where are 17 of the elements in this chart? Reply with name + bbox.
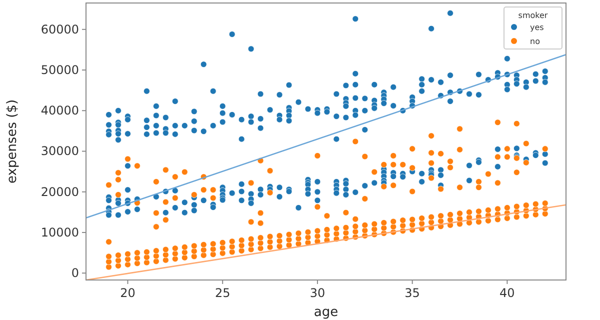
legend-title: smoker xyxy=(518,11,548,20)
x-tick-label: 25 xyxy=(214,286,230,300)
y-tick-label: 20000 xyxy=(40,184,79,199)
y-tick-label: 30000 xyxy=(40,144,79,158)
x-tick-label: 35 xyxy=(404,286,420,300)
y-tick-label: 50000 xyxy=(40,63,79,78)
legend-label: no xyxy=(530,37,540,46)
y-tick-label: 0 xyxy=(71,266,79,280)
x-tick-label: 20 xyxy=(120,286,136,300)
y-axis-title: expenses ($) xyxy=(5,99,20,184)
y-tick-label: 60000 xyxy=(40,22,79,36)
y-tick-label: 40000 xyxy=(40,104,79,118)
legend-label: yes xyxy=(530,23,544,32)
x-axis-title: age xyxy=(314,305,338,320)
x-tick-label: 30 xyxy=(310,286,326,300)
x-tick-label: 40 xyxy=(500,286,515,300)
y-tick-label: 10000 xyxy=(40,225,79,240)
